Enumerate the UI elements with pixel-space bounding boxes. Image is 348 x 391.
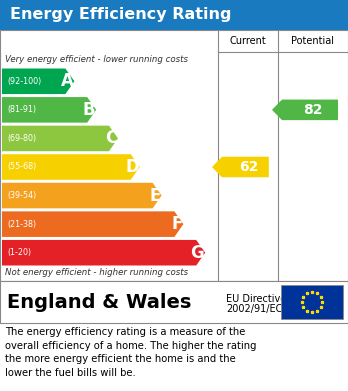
Bar: [0, 281, 348, 323]
Text: (21-38): (21-38): [7, 220, 36, 229]
Text: 2002/91/EC: 2002/91/EC: [226, 304, 282, 314]
Polygon shape: [2, 68, 74, 94]
Text: A: A: [61, 72, 73, 90]
Polygon shape: [2, 97, 96, 123]
Polygon shape: [2, 212, 183, 237]
Polygon shape: [272, 100, 338, 120]
Polygon shape: [212, 157, 269, 177]
Bar: [0, 0, 348, 30]
Bar: [0, 30, 348, 281]
Text: EU Directive: EU Directive: [226, 294, 286, 304]
Text: D: D: [125, 158, 139, 176]
Text: (1-20): (1-20): [7, 248, 31, 257]
Text: E: E: [149, 187, 160, 204]
Polygon shape: [2, 154, 140, 180]
Text: The energy efficiency rating is a measure of the
overall efficiency of a home. T: The energy efficiency rating is a measur…: [5, 327, 256, 378]
Text: C: C: [105, 129, 117, 147]
Text: (39-54): (39-54): [7, 191, 36, 200]
Bar: [281, 285, 343, 319]
Polygon shape: [2, 126, 118, 151]
Text: (92-100): (92-100): [7, 77, 41, 86]
Polygon shape: [2, 183, 161, 208]
Text: Not energy efficient - higher running costs: Not energy efficient - higher running co…: [5, 268, 188, 277]
Text: Very energy efficient - lower running costs: Very energy efficient - lower running co…: [5, 55, 188, 64]
Text: (81-91): (81-91): [7, 105, 36, 114]
Text: 82: 82: [303, 103, 323, 117]
Text: G: G: [190, 244, 204, 262]
Text: (69-80): (69-80): [7, 134, 36, 143]
Text: 62: 62: [239, 160, 258, 174]
Text: F: F: [171, 215, 182, 233]
Text: England & Wales: England & Wales: [7, 292, 191, 312]
Text: (55-68): (55-68): [7, 163, 36, 172]
Polygon shape: [2, 240, 205, 265]
Text: B: B: [82, 101, 95, 119]
Text: Potential: Potential: [292, 36, 334, 46]
Text: Current: Current: [230, 36, 266, 46]
Text: Energy Efficiency Rating: Energy Efficiency Rating: [10, 7, 231, 23]
